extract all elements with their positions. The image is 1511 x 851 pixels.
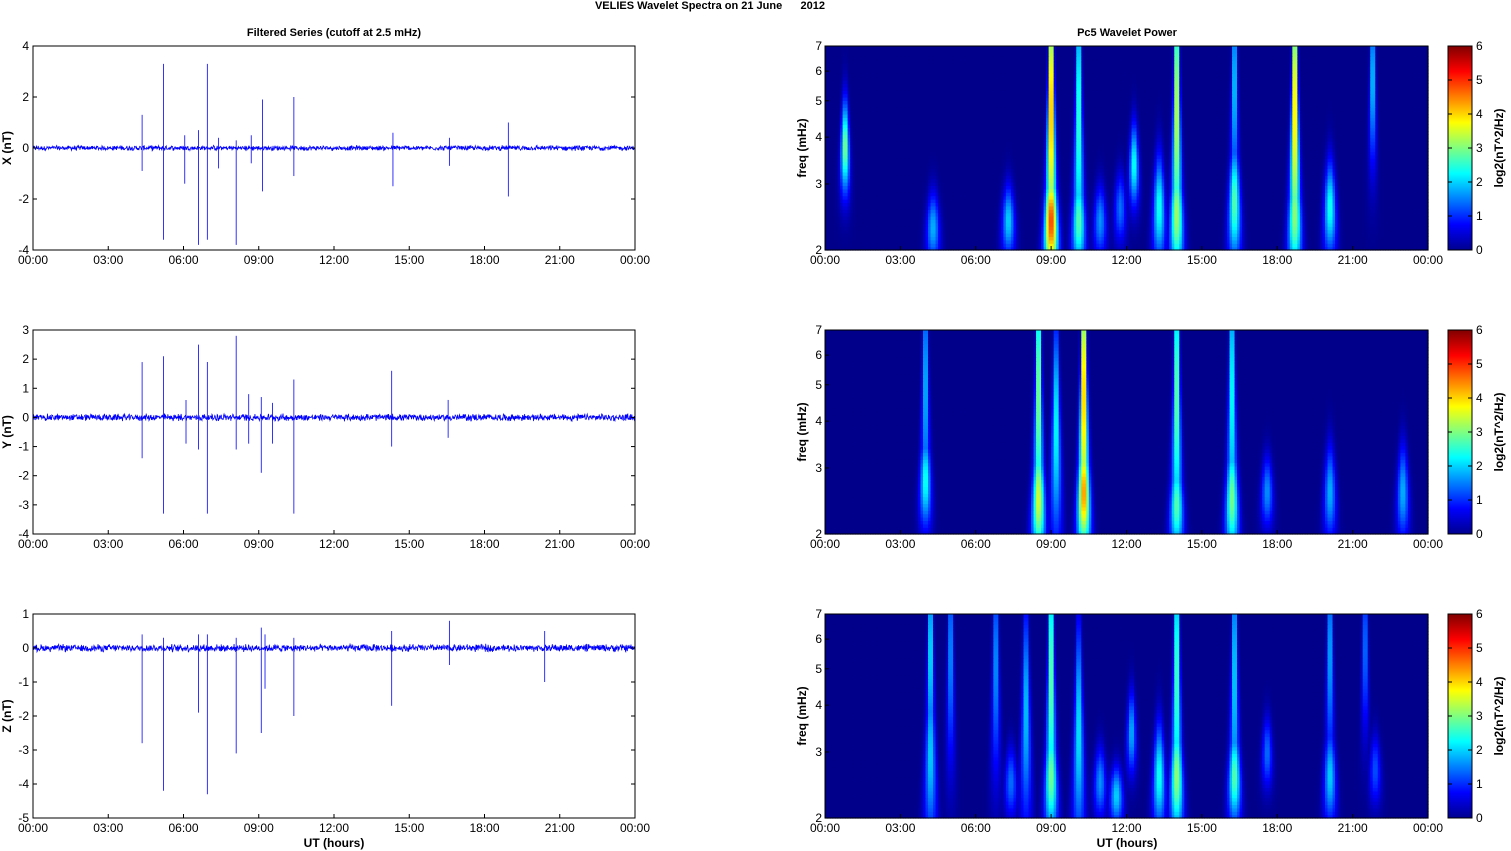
series-ytick-label: 2	[22, 352, 29, 366]
series-ytick-label: -2	[18, 192, 29, 206]
series-ytick-label: -1	[18, 440, 29, 454]
series-ytick-label: 2	[22, 90, 29, 104]
series-xtick-label: 00:00	[18, 253, 48, 267]
series-xtick-label: 18:00	[469, 253, 499, 267]
left-x-axis-label: UT (hours)	[304, 836, 365, 850]
series-ytick-label: -2	[18, 709, 29, 723]
series-xtick-label: 00:00	[18, 821, 48, 835]
series-ytick-label: 3	[22, 323, 29, 337]
series-ytick-label: -4	[18, 777, 29, 791]
series-xtick-label: 03:00	[93, 821, 123, 835]
series-xtick-label: 09:00	[244, 537, 274, 551]
series-ytick-label: -1	[18, 675, 29, 689]
series-xtick-label: 03:00	[93, 537, 123, 551]
series-ytick-label: 0	[22, 141, 29, 155]
right-column-title: Pc5 Wavelet Power	[1077, 27, 1178, 39]
series-xtick-label: 12:00	[319, 821, 349, 835]
left-column-title: Filtered Series (cutoff at 2.5 mHz)	[247, 27, 422, 39]
series-ytick-label: -2	[18, 469, 29, 483]
series-xtick-label: 00:00	[620, 253, 650, 267]
series-ytick-label: 0	[22, 641, 29, 655]
series-ytick-label: 0	[22, 410, 29, 424]
series-xtick-label: 09:00	[244, 821, 274, 835]
series-plot-area	[33, 330, 635, 534]
series-xtick-label: 15:00	[394, 253, 424, 267]
figure-title: VELIES Wavelet Spectra on 21 June 2012	[595, 0, 825, 12]
series-ytick-label: 4	[22, 39, 29, 53]
series-ytick-label: 1	[22, 381, 29, 395]
series-xtick-label: 18:00	[469, 821, 499, 835]
series-xtick-label: 21:00	[545, 253, 575, 267]
series-xtick-label: 18:00	[469, 537, 499, 551]
series-ylabel: Y (nT)	[0, 415, 14, 449]
series-xtick-label: 03:00	[93, 253, 123, 267]
series-ylabel: X (nT)	[0, 131, 14, 165]
series-ytick-label: -3	[18, 498, 29, 512]
series-xtick-label: 21:00	[545, 821, 575, 835]
series-xtick-label: 06:00	[168, 537, 198, 551]
series-xtick-label: 09:00	[244, 253, 274, 267]
series-xtick-label: 00:00	[18, 537, 48, 551]
series-xtick-label: 12:00	[319, 253, 349, 267]
series-xtick-label: 12:00	[319, 537, 349, 551]
right-x-axis-label: UT (hours)	[1097, 836, 1158, 850]
series-ytick-label: -3	[18, 743, 29, 757]
series-ylabel: Z (nT)	[0, 699, 14, 732]
series-xtick-label: 00:00	[620, 537, 650, 551]
series-ytick-label: 1	[22, 607, 29, 621]
series-xtick-label: 21:00	[545, 537, 575, 551]
series-xtick-label: 00:00	[620, 821, 650, 835]
series-xtick-label: 15:00	[394, 821, 424, 835]
series-xtick-label: 06:00	[168, 821, 198, 835]
series-xtick-label: 15:00	[394, 537, 424, 551]
series-xtick-label: 06:00	[168, 253, 198, 267]
series-panels: -4 -2 0 2 4 00:00 03:00 06:00 09:00 12:00 15:00 18:…	[0, 39, 650, 835]
spectrum-cells	[825, 46, 1429, 251]
